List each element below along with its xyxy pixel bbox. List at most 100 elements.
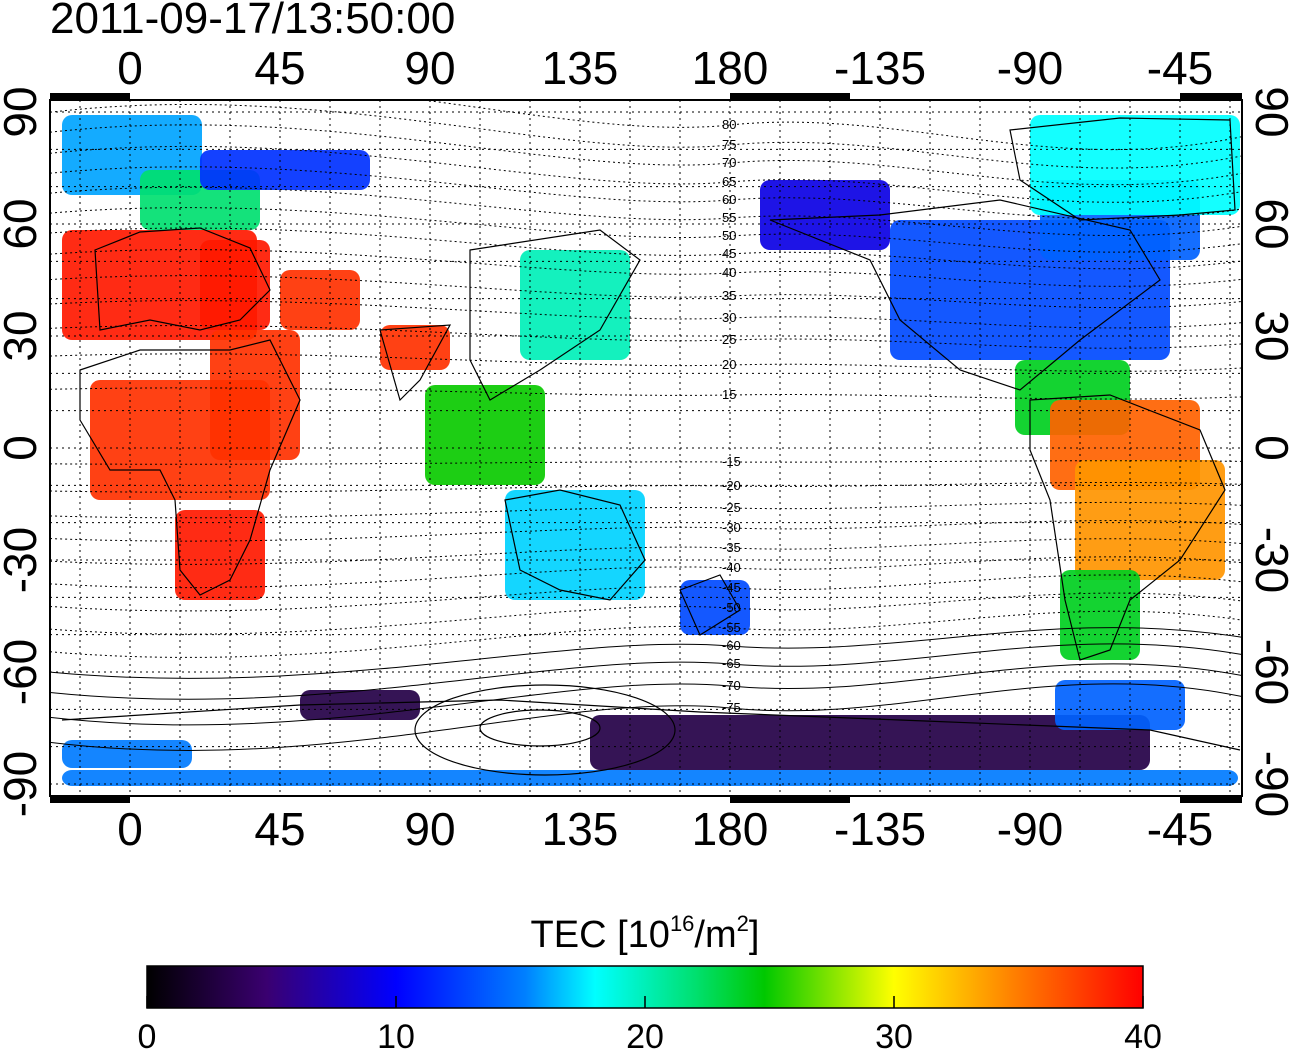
magnetic-contour (50, 227, 1242, 270)
tec-region-india (280, 270, 360, 330)
longitude-tick-label: -45 (1147, 803, 1213, 855)
magnetic-latitude-label: -75 (722, 700, 741, 715)
latitude-tick-label: 60 (1246, 198, 1292, 249)
longitude-tick-label: 45 (254, 42, 305, 94)
magnetic-latitude-label: 50 (722, 228, 736, 243)
magnetic-latitude-label: 30 (722, 310, 736, 325)
tec-region-japan (520, 250, 630, 360)
map-area: 80 75 70 65 60 55 50 45 40 35 30 25 20 15 -15 -20 -25 -30… (49, 93, 1243, 803)
magnetic-contour (50, 186, 1242, 236)
magnetic-contour (50, 300, 1242, 329)
magnetic-latitude-label: 35 (722, 288, 736, 303)
magnetic-contour (50, 207, 1242, 253)
magnetic-latitude-label: -50 (722, 600, 741, 615)
longitude-tick-label: 0 (117, 803, 143, 855)
coastline (679, 574, 741, 636)
longitude-tick-label: 45 (254, 803, 305, 855)
magnetic-latitude-label: 65 (722, 174, 736, 189)
longitude-tick-label: -135 (834, 803, 926, 855)
frame-edge (730, 796, 850, 803)
magnetic-contour (50, 325, 1242, 349)
magnetic-latitude-label: -55 (722, 620, 741, 635)
latitude-ticks-right: 90 60 30 0 -30 -60 -90 (1246, 86, 1292, 817)
magnetic-latitude-label: -20 (722, 478, 741, 493)
magnetic-contour (50, 353, 1242, 372)
map-title: 2011-09-17/13:50:00 (50, 0, 456, 43)
tec-region-africa (210, 330, 300, 460)
magnetic-latitude-label: -60 (722, 638, 741, 653)
coastline (94, 227, 271, 331)
tec-region-greenland (1030, 115, 1240, 215)
tec-region-argentina (1060, 570, 1140, 660)
coastline (61, 699, 1241, 751)
latitude-tick-label: 30 (1246, 310, 1292, 361)
magnetic-contour (50, 460, 1242, 465)
frame-edge (730, 93, 850, 100)
graticule (50, 100, 1242, 796)
magnetic-pole-contour (479, 709, 601, 747)
longitude-tick-label: 180 (692, 42, 769, 94)
latitude-tick-label: -60 (1246, 639, 1292, 705)
colorbar-tick-label: 30 (875, 1018, 913, 1056)
coastline (469, 229, 641, 401)
colorbar-gradient (146, 965, 1144, 1009)
frame-edge (50, 93, 130, 100)
longitude-tick-label: -135 (834, 42, 926, 94)
tec-region-southeast-asia (425, 385, 545, 485)
latitude-tick-label: -30 (0, 527, 46, 593)
longitude-tick-label: 180 (692, 803, 769, 855)
magnetic-contour (50, 520, 1242, 542)
latitude-ticks-left: 90 60 30 0 -30 -60 -90 (0, 86, 46, 817)
longitude-tick-label: 90 (404, 803, 455, 855)
magnetic-latitude-label: -35 (722, 540, 741, 555)
tec-region-southern-ocean-band (62, 740, 192, 768)
tec-region-brazil (1075, 460, 1225, 580)
tec-region-europe (200, 240, 270, 330)
latitude-tick-label: 0 (1246, 435, 1292, 461)
colorbar-tick-label: 40 (1124, 1018, 1162, 1056)
magnetic-latitude-label: 45 (722, 246, 736, 261)
tec-region-alaska (760, 180, 890, 250)
magnetic-contour (50, 501, 1242, 519)
longitude-tick-label: 135 (542, 42, 619, 94)
magnetic-latitude-label: 80 (722, 117, 736, 132)
magnetic-latitude-label: -65 (722, 656, 741, 671)
magnetic-latitude-label: 75 (722, 137, 736, 152)
latitude-tick-label: -90 (0, 751, 46, 817)
latitude-tick-label: 0 (0, 435, 46, 461)
magnetic-contour (50, 627, 1242, 679)
latitude-tick-label: 90 (0, 86, 46, 137)
tec-region-antarctica-pacific (590, 715, 1150, 770)
longitude-tick-label: -90 (997, 803, 1063, 855)
magnetic-contour (50, 643, 1242, 700)
magnetic-contour (50, 592, 1242, 635)
magnetic-latitude-label: 70 (722, 155, 736, 170)
magnetic-contour (50, 610, 1242, 658)
frame-edge (50, 796, 130, 803)
magnetic-latitude-label: 55 (722, 210, 736, 225)
latitude-tick-label: -30 (1246, 527, 1292, 593)
frame-edge (1180, 796, 1242, 803)
tec-region-antarctica-atlantic (1055, 680, 1185, 730)
magnetic-contour (50, 663, 1242, 726)
coastline (1029, 394, 1226, 661)
magnetic-latitude-label: 40 (722, 265, 736, 280)
magnetic-contour (50, 166, 1242, 220)
magnetic-contour (50, 275, 1242, 309)
coastline (379, 324, 452, 402)
tec-region-south-africa (175, 510, 265, 600)
magnetic-contour (50, 538, 1242, 565)
longitude-tick-label: 90 (404, 42, 455, 94)
magnetic-contour (50, 124, 1242, 186)
magnetic-latitude-label: -45 (722, 580, 741, 595)
magnetic-latitude-label: 25 (722, 332, 736, 347)
magnetic-contour (50, 574, 1242, 612)
latitude-tick-label: -60 (0, 639, 46, 705)
tec-data-layer (62, 115, 1240, 786)
colorbar-ticks: 0 10 20 30 40 (138, 996, 1162, 1056)
colorbar-title: TEC [1016/m2] (531, 911, 760, 956)
frame-edge (1180, 93, 1242, 100)
longitude-tick-label: 135 (542, 803, 619, 855)
latitude-tick-label: 90 (1246, 86, 1292, 137)
